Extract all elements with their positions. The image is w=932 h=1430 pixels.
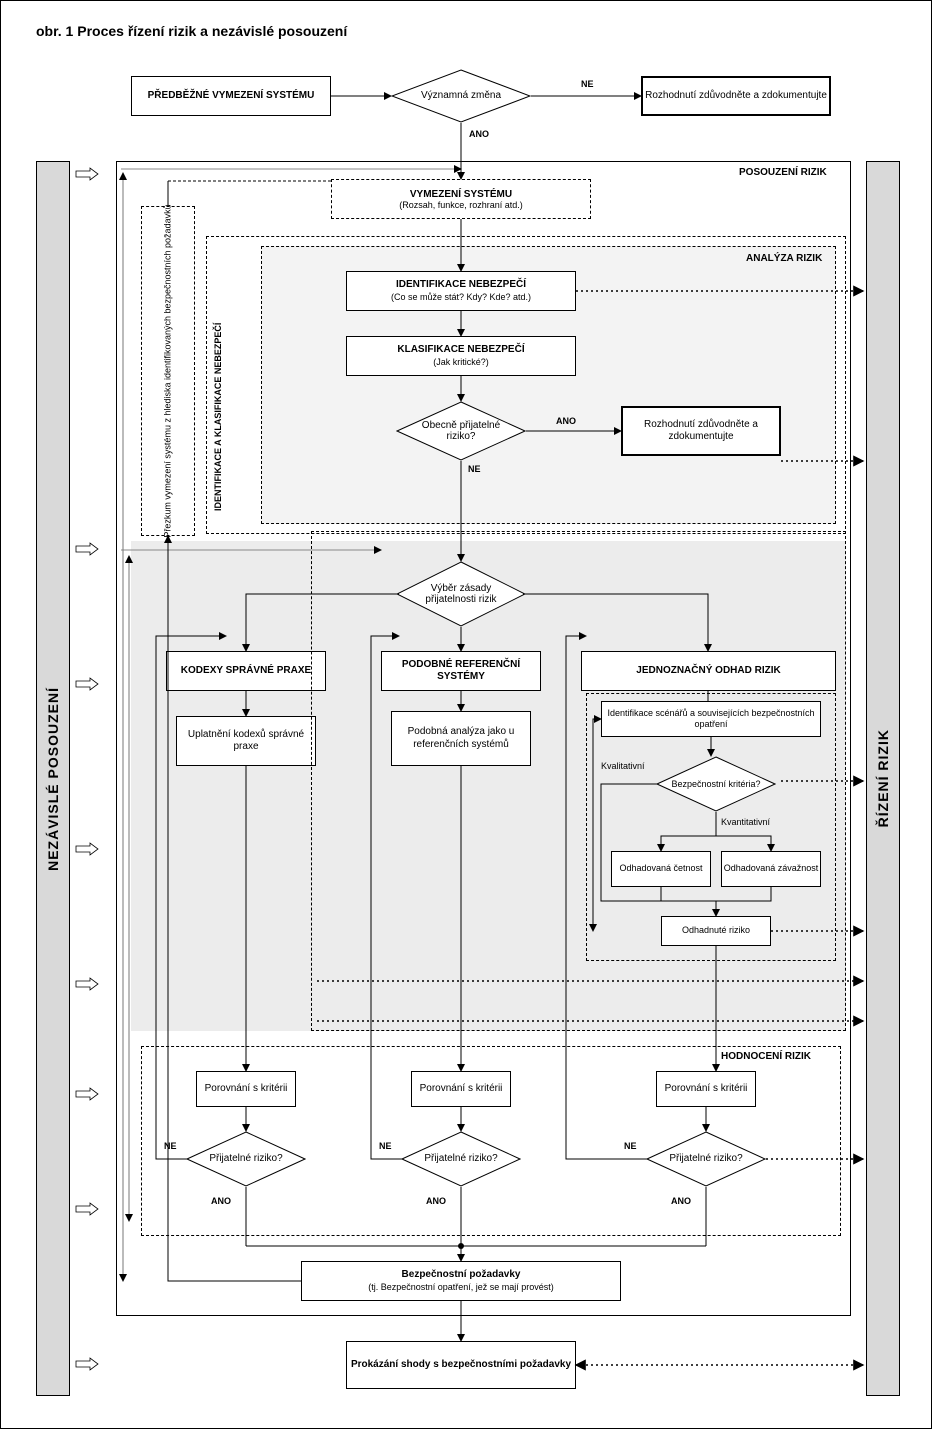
- eval3-compare-box: Porovnání s kritérii: [656, 1071, 756, 1107]
- eval1-acceptable-text: Přijatelné riziko?: [186, 1131, 306, 1187]
- document-decision-top-text: Rozhodnutí zdůvodněte a zdokumentujte: [645, 90, 827, 103]
- eval2-compare-box: Porovnání s kritérii: [411, 1071, 511, 1107]
- eval2-compare-text: Porovnání s kritérii: [420, 1083, 503, 1096]
- generally-acceptable-text: Obecně přijatelné riziko?: [396, 401, 526, 461]
- hazard-classification-main: KLASIFIKACE NEBEZPEČÍ: [397, 344, 524, 357]
- principles-outer-frame: [311, 531, 846, 1031]
- significant-change-diamond: Významná změna: [391, 69, 531, 123]
- analysis-ne-label: NE: [468, 464, 481, 474]
- eval2-ne: NE: [379, 1141, 392, 1151]
- hazard-identification-sub: (Co se může stát? Kdy? Kde? atd.): [391, 292, 531, 303]
- eval2-acceptable-text: Přijatelné riziko?: [401, 1131, 521, 1187]
- hazard-identification-box: IDENTIFIKACE NEBEZPEČÍ (Co se může stát?…: [346, 271, 576, 311]
- compliance-box: Prokázání shody s bezpečnostními požadav…: [346, 1341, 576, 1389]
- evaluation-label: HODNOCENÍ RIZIK: [721, 1051, 811, 1062]
- system-definition-sub: (Rozsah, funkce, rozhraní atd.): [399, 200, 523, 210]
- sidebar-left-label: NEZÁVISLÉ POSOUZENÍ: [45, 687, 61, 871]
- predef-system-text: PŘEDBĚŽNÉ VYMEZENÍ SYSTÉMU: [148, 90, 315, 103]
- eval2-acceptable-diamond: Přijatelné riziko?: [401, 1131, 521, 1187]
- figure-title: obr. 1 Proces řízení rizik a nezávislé p…: [36, 23, 347, 39]
- cop-title: KODEXY SPRÁVNÉ PRAXE: [181, 665, 311, 678]
- review-box: Přezkum vymezení systému z hlediska iden…: [141, 206, 195, 536]
- sidebar-right-label: ŘÍZENÍ RIZIK: [875, 729, 891, 827]
- eval1-compare-box: Porovnání s kritérii: [196, 1071, 296, 1107]
- predef-system-box: PŘEDBĚŽNÉ VYMEZENÍ SYSTÉMU: [131, 76, 331, 116]
- eval3-compare-text: Porovnání s kritérii: [665, 1083, 748, 1096]
- eval2-ano: ANO: [426, 1196, 446, 1206]
- significant-change-text: Významná změna: [391, 69, 531, 123]
- document-decision-analysis-text: Rozhodnutí zdůvodněte a zdokumentujte: [623, 419, 779, 444]
- sidebar-right: ŘÍZENÍ RIZIK: [866, 161, 900, 1396]
- top-ano-label: ANO: [469, 129, 489, 139]
- eval1-ano: ANO: [211, 1196, 231, 1206]
- diagram-canvas: NEZÁVISLÉ POSOUZENÍ ŘÍZENÍ RIZIK PŘEDBĚŽ…: [1, 61, 932, 1430]
- eval3-ne: NE: [624, 1141, 637, 1151]
- eval3-acceptable-diamond: Přijatelné riziko?: [646, 1131, 766, 1187]
- system-definition-box: VYMEZENÍ SYSTÉMU (Rozsah, funkce, rozhra…: [331, 179, 591, 219]
- eval3-ano: ANO: [671, 1196, 691, 1206]
- system-definition-main: VYMEZENÍ SYSTÉMU: [410, 189, 512, 200]
- document-decision-top: Rozhodnutí zdůvodněte a zdokumentujte: [641, 76, 831, 116]
- document-decision-analysis: Rozhodnutí zdůvodněte a zdokumentujte: [621, 406, 781, 456]
- compliance-text: Prokázání shody s bezpečnostními požadav…: [351, 1359, 571, 1372]
- cop-apply-box: Uplatnění kodexů správné praxe: [176, 716, 316, 766]
- assessment-label: POSOUZENÍ RIZIK: [739, 167, 827, 178]
- cop-apply-text: Uplatnění kodexů správné praxe: [177, 729, 315, 754]
- hazard-classification-box: KLASIFIKACE NEBEZPEČÍ (Jak kritické?): [346, 336, 576, 376]
- review-box-label: Přezkum vymezení systému z hlediska iden…: [163, 204, 174, 537]
- eval1-ne: NE: [164, 1141, 177, 1151]
- safety-requirements-sub: (tj. Bezpečnostní opatření, jež se mají …: [368, 1282, 554, 1293]
- sidebar-left: NEZÁVISLÉ POSOUZENÍ: [36, 161, 70, 1396]
- eval1-compare-text: Porovnání s kritérii: [205, 1083, 288, 1096]
- generally-acceptable-diamond: Obecně přijatelné riziko?: [396, 401, 526, 461]
- eval1-acceptable-diamond: Přijatelné riziko?: [186, 1131, 306, 1187]
- top-ne-label: NE: [581, 79, 594, 89]
- hazard-classification-sub: (Jak kritické?): [433, 357, 489, 368]
- hazard-identification-main: IDENTIFIKACE NEBEZPEČÍ: [396, 279, 526, 292]
- analysis-ano-label: ANO: [556, 416, 576, 426]
- safety-requirements-main: Bezpečnostní požadavky: [402, 1269, 521, 1282]
- safety-requirements-box: Bezpečnostní požadavky (tj. Bezpečnostní…: [301, 1261, 621, 1301]
- eval3-acceptable-text: Přijatelné riziko?: [646, 1131, 766, 1187]
- cop-title-box: KODEXY SPRÁVNÉ PRAXE: [166, 651, 326, 691]
